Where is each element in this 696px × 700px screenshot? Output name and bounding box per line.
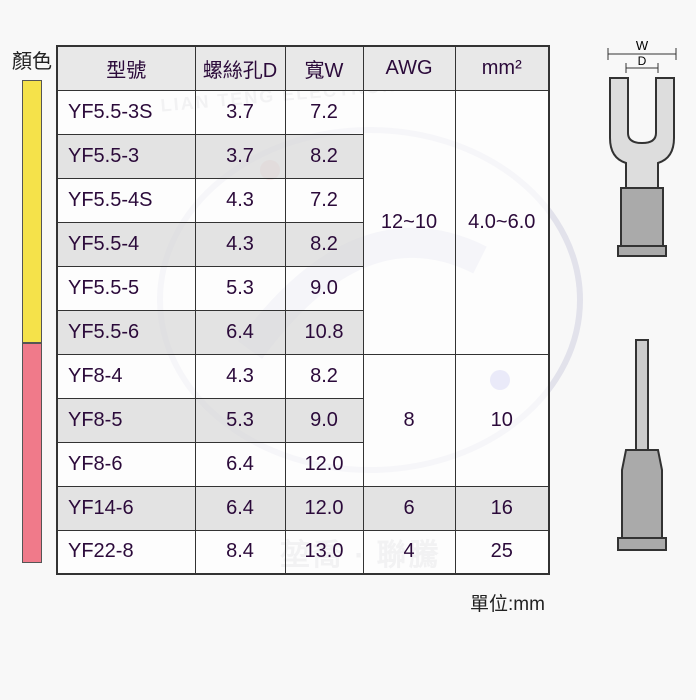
cell-d: 5.3 — [195, 398, 285, 442]
table-header-row: 型號 螺絲孔D 寬W AWG mm² — [57, 46, 549, 90]
cell-d: 8.4 — [195, 530, 285, 574]
cell-awg: 12~10 — [363, 90, 455, 354]
cell-model: YF5.5-5 — [57, 266, 195, 310]
color-column: 顏色 — [8, 45, 56, 563]
col-mm2: mm² — [455, 46, 549, 90]
cell-w: 9.0 — [285, 266, 363, 310]
cell-d: 6.4 — [195, 442, 285, 486]
table-row: YF22-8 8.4 13.0 4 25 — [57, 530, 549, 574]
table-row: YF8-4 4.3 8.2 8 10 — [57, 354, 549, 398]
cell-mm2: 16 — [455, 486, 549, 530]
cell-d: 4.3 — [195, 222, 285, 266]
cell-model: YF5.5-3 — [57, 134, 195, 178]
cell-w: 12.0 — [285, 486, 363, 530]
cell-d: 6.4 — [195, 310, 285, 354]
cell-w: 10.8 — [285, 310, 363, 354]
cell-awg: 8 — [363, 354, 455, 486]
cell-d: 3.7 — [195, 90, 285, 134]
terminal-diagram-top: W D — [596, 38, 688, 268]
cell-mm2: 10 — [455, 354, 549, 486]
col-model: 型號 — [57, 46, 195, 90]
cell-mm2: 25 — [455, 530, 549, 574]
table-row: YF5.5-3S 3.7 7.2 12~10 4.0~6.0 — [57, 90, 549, 134]
cell-w: 9.0 — [285, 398, 363, 442]
cell-model: YF8-5 — [57, 398, 195, 442]
cell-w: 7.2 — [285, 90, 363, 134]
cell-d: 3.7 — [195, 134, 285, 178]
cell-d: 4.3 — [195, 178, 285, 222]
col-widthw: 寬W — [285, 46, 363, 90]
cell-w: 8.2 — [285, 354, 363, 398]
spec-table: 型號 螺絲孔D 寬W AWG mm² YF5.5-3S 3.7 7.2 12~1… — [56, 45, 550, 575]
cell-model: YF14-6 — [57, 486, 195, 530]
cell-model: YF22-8 — [57, 530, 195, 574]
cell-model: YF5.5-3S — [57, 90, 195, 134]
unit-label: 單位:mm — [470, 589, 545, 616]
swatch-red — [22, 343, 42, 563]
cell-d: 4.3 — [195, 354, 285, 398]
cell-awg: 4 — [363, 530, 455, 574]
cell-model: YF5.5-4S — [57, 178, 195, 222]
col-awg: AWG — [363, 46, 455, 90]
cell-model: YF8-4 — [57, 354, 195, 398]
dim-d-label: D — [638, 54, 647, 68]
cell-w: 8.2 — [285, 222, 363, 266]
cell-w: 8.2 — [285, 134, 363, 178]
cell-w: 13.0 — [285, 530, 363, 574]
cell-mm2: 4.0~6.0 — [455, 90, 549, 354]
swatch-yellow — [22, 80, 42, 343]
cell-model: YF5.5-6 — [57, 310, 195, 354]
cell-d: 5.3 — [195, 266, 285, 310]
cell-awg: 6 — [363, 486, 455, 530]
dim-w-label: W — [636, 38, 649, 53]
cell-d: 6.4 — [195, 486, 285, 530]
col-screwd: 螺絲孔D — [195, 46, 285, 90]
cell-w: 12.0 — [285, 442, 363, 486]
cell-model: YF5.5-4 — [57, 222, 195, 266]
cell-w: 7.2 — [285, 178, 363, 222]
cell-model: YF8-6 — [57, 442, 195, 486]
terminal-diagram-bottom — [596, 330, 688, 570]
color-header: 顏色 — [8, 45, 56, 74]
table-row: YF14-6 6.4 12.0 6 16 — [57, 486, 549, 530]
